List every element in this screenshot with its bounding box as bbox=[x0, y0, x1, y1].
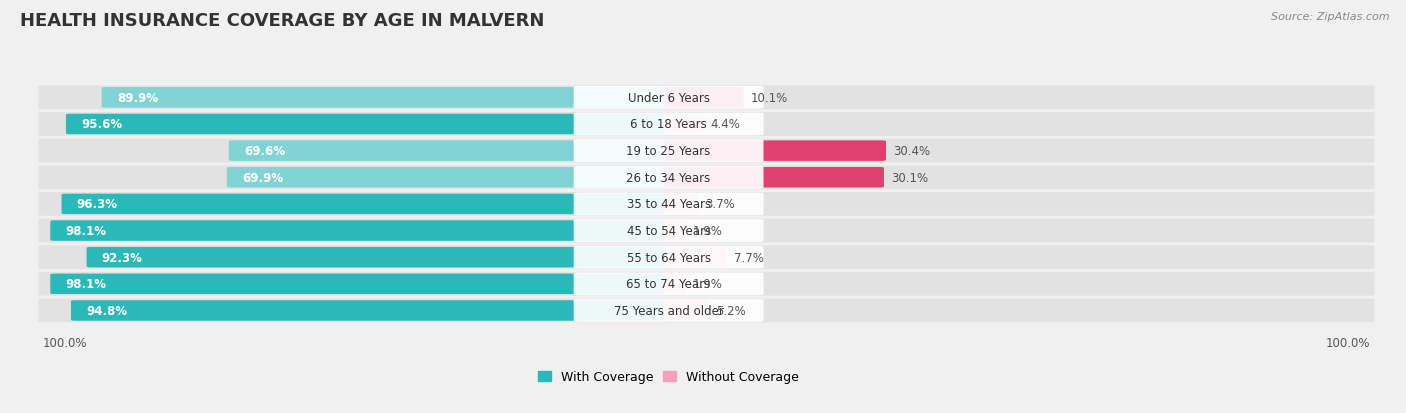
Text: 26 to 34 Years: 26 to 34 Years bbox=[627, 171, 710, 184]
FancyBboxPatch shape bbox=[38, 113, 1375, 136]
FancyBboxPatch shape bbox=[665, 168, 884, 188]
FancyBboxPatch shape bbox=[87, 247, 672, 268]
Text: 7.7%: 7.7% bbox=[734, 251, 763, 264]
Text: 1.9%: 1.9% bbox=[693, 225, 723, 237]
Text: 95.6%: 95.6% bbox=[82, 118, 122, 131]
FancyBboxPatch shape bbox=[101, 88, 672, 108]
FancyBboxPatch shape bbox=[38, 166, 1375, 190]
Text: 94.8%: 94.8% bbox=[86, 304, 127, 317]
FancyBboxPatch shape bbox=[38, 219, 1375, 243]
Text: 35 to 44 Years: 35 to 44 Years bbox=[627, 198, 710, 211]
FancyBboxPatch shape bbox=[665, 247, 727, 268]
Text: 1.9%: 1.9% bbox=[693, 278, 723, 291]
FancyBboxPatch shape bbox=[38, 192, 1375, 216]
FancyBboxPatch shape bbox=[665, 141, 886, 161]
FancyBboxPatch shape bbox=[38, 246, 1375, 269]
FancyBboxPatch shape bbox=[38, 272, 1375, 296]
Text: 45 to 54 Years: 45 to 54 Years bbox=[627, 225, 710, 237]
Text: 30.1%: 30.1% bbox=[891, 171, 928, 184]
FancyBboxPatch shape bbox=[38, 86, 1375, 110]
FancyBboxPatch shape bbox=[574, 193, 763, 216]
FancyBboxPatch shape bbox=[229, 141, 672, 161]
Text: Source: ZipAtlas.com: Source: ZipAtlas.com bbox=[1271, 12, 1389, 22]
Text: 100.0%: 100.0% bbox=[1326, 336, 1371, 349]
FancyBboxPatch shape bbox=[574, 166, 763, 189]
FancyBboxPatch shape bbox=[38, 140, 1375, 163]
Text: 4.4%: 4.4% bbox=[710, 118, 741, 131]
Legend: With Coverage, Without Coverage: With Coverage, Without Coverage bbox=[533, 366, 804, 388]
FancyBboxPatch shape bbox=[38, 299, 1375, 323]
Text: 92.3%: 92.3% bbox=[101, 251, 142, 264]
FancyBboxPatch shape bbox=[574, 87, 763, 109]
FancyBboxPatch shape bbox=[665, 114, 703, 135]
Text: 5.2%: 5.2% bbox=[716, 304, 745, 317]
Text: 98.1%: 98.1% bbox=[66, 278, 107, 291]
FancyBboxPatch shape bbox=[574, 299, 763, 322]
FancyBboxPatch shape bbox=[574, 246, 763, 269]
FancyBboxPatch shape bbox=[70, 301, 672, 321]
FancyBboxPatch shape bbox=[665, 194, 699, 215]
Text: 75 Years and older: 75 Years and older bbox=[613, 304, 724, 317]
FancyBboxPatch shape bbox=[51, 221, 672, 241]
Text: Under 6 Years: Under 6 Years bbox=[627, 92, 710, 104]
FancyBboxPatch shape bbox=[62, 194, 672, 215]
Text: 89.9%: 89.9% bbox=[117, 92, 157, 104]
Text: 98.1%: 98.1% bbox=[66, 225, 107, 237]
Text: 55 to 64 Years: 55 to 64 Years bbox=[627, 251, 710, 264]
FancyBboxPatch shape bbox=[51, 274, 672, 294]
Text: 19 to 25 Years: 19 to 25 Years bbox=[627, 145, 710, 158]
Text: 65 to 74 Years: 65 to 74 Years bbox=[627, 278, 710, 291]
FancyBboxPatch shape bbox=[665, 274, 686, 294]
Text: 100.0%: 100.0% bbox=[42, 336, 87, 349]
Text: 96.3%: 96.3% bbox=[77, 198, 118, 211]
FancyBboxPatch shape bbox=[226, 168, 672, 188]
FancyBboxPatch shape bbox=[574, 273, 763, 295]
Text: 10.1%: 10.1% bbox=[751, 92, 787, 104]
FancyBboxPatch shape bbox=[665, 221, 686, 241]
Text: 69.9%: 69.9% bbox=[242, 171, 283, 184]
FancyBboxPatch shape bbox=[66, 114, 672, 135]
Text: 69.6%: 69.6% bbox=[243, 145, 285, 158]
FancyBboxPatch shape bbox=[665, 301, 709, 321]
FancyBboxPatch shape bbox=[574, 220, 763, 242]
FancyBboxPatch shape bbox=[574, 140, 763, 163]
Text: HEALTH INSURANCE COVERAGE BY AGE IN MALVERN: HEALTH INSURANCE COVERAGE BY AGE IN MALV… bbox=[20, 12, 544, 30]
Text: 3.7%: 3.7% bbox=[706, 198, 735, 211]
FancyBboxPatch shape bbox=[665, 88, 744, 108]
Text: 30.4%: 30.4% bbox=[893, 145, 929, 158]
FancyBboxPatch shape bbox=[574, 113, 763, 136]
Text: 6 to 18 Years: 6 to 18 Years bbox=[630, 118, 707, 131]
